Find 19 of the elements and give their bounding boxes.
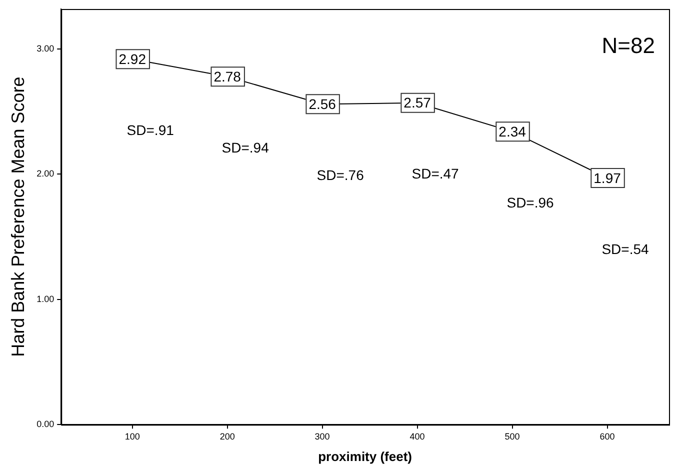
y-tick-label: 1.00 [36,294,54,304]
y-tick-label: 0.00 [36,419,54,430]
y-axis-title: Hard Bank Preference Mean Score [8,76,28,357]
annotation: SD=.91 [126,122,174,138]
x-tick-label: 600 [600,431,615,442]
annotation: SD=.96 [506,194,554,211]
x-tick-label: 200 [220,431,235,442]
annotation: SD=.76 [316,166,364,183]
y-tick-label: 3.00 [36,44,54,54]
y-tick-label: 2.00 [36,168,54,179]
x-tick-label: 300 [314,431,330,442]
x-axis-title: proximity (feet) [318,448,412,464]
x-tick-label: 400 [410,431,425,442]
x-tick-label: 500 [504,431,520,442]
annotation: SD=.54 [602,240,650,257]
annotation: N=82 [602,33,655,58]
annotation: SD=.94 [222,139,270,156]
x-tick-label: 100 [124,431,140,442]
annotation: SD=.47 [412,166,460,182]
